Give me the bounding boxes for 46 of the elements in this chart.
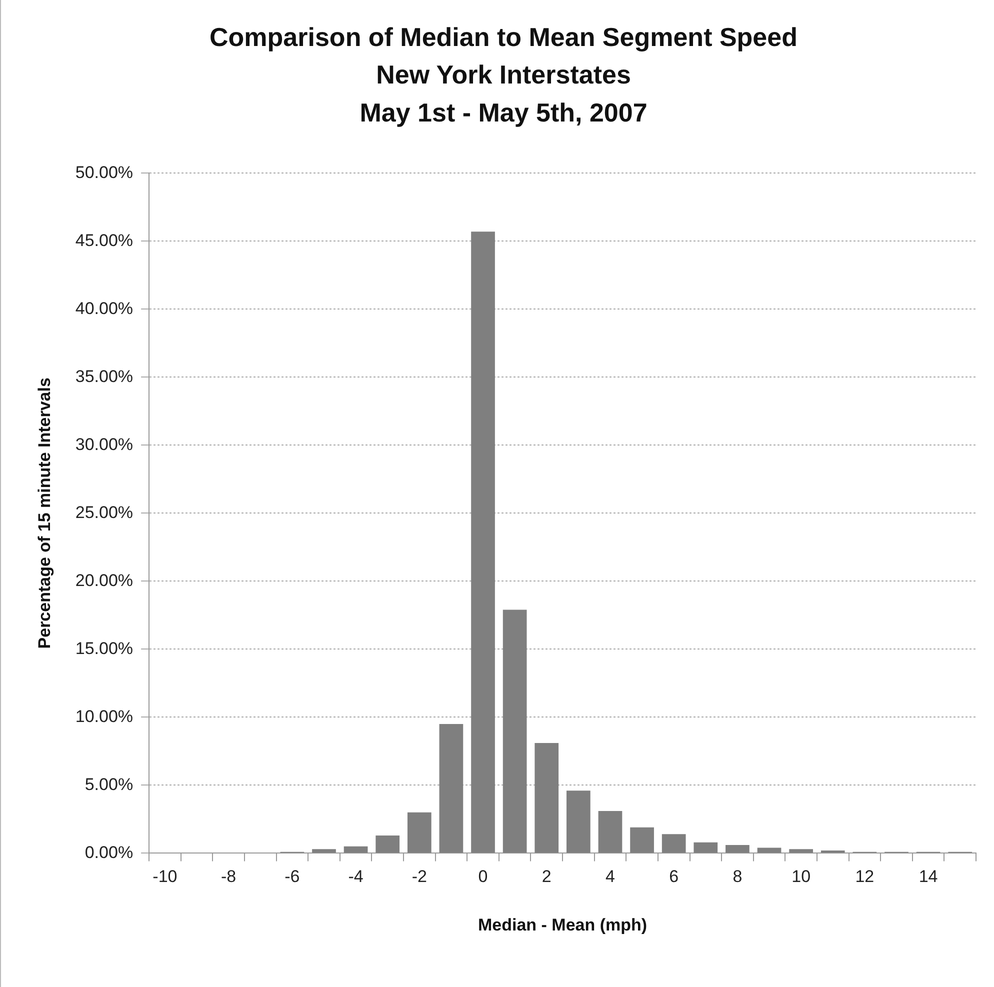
bar [630,827,654,853]
y-tick-label: 0.00% [84,842,134,862]
x-tick-label: 0 [478,867,488,886]
y-tick-label: 10.00% [75,706,134,726]
y-tick-label: 15.00% [75,638,134,658]
y-tick-label: 25.00% [75,502,134,522]
y-tick-label: 35.00% [75,366,134,386]
bar [471,232,495,853]
bar [439,724,464,853]
text: New York Interstates [376,60,631,90]
text: Comparison of Median to Mean Segment Speed [210,22,798,52]
bar [694,842,718,853]
y-tick-label: 45.00% [75,230,134,250]
y-axis-title: Percentage of 15 minute Intervals [34,378,54,649]
bar [726,845,750,853]
bar [376,836,400,853]
y-tick-label: 20.00% [75,570,134,590]
x-tick-label: -8 [221,867,236,886]
y-tick-label: 40.00% [75,298,134,318]
x-tick-label: 4 [606,867,615,886]
y-tick-label: 5.00% [84,774,134,794]
x-tick-label: 12 [855,867,874,886]
y-tick-label: 30.00% [75,434,134,454]
x-tick-label: -6 [284,867,300,886]
x-tick-label: -2 [412,867,427,886]
bar [662,834,686,853]
bar [534,743,559,853]
x-tick-label: 14 [918,867,938,886]
x-tick-label: 2 [542,867,552,886]
bar [789,849,813,853]
x-tick-label: 10 [792,867,811,886]
bar [502,610,527,853]
text: May 1st - May 5th, 2007 [360,97,648,128]
x-axis-title: Median - Mean (mph) [478,915,648,934]
x-tick-label: -10 [152,867,178,886]
bar [757,848,782,853]
x-tick-label: 8 [732,867,742,886]
bar [407,812,432,853]
y-tick-label: 50.00% [75,162,134,182]
x-tick-label: -4 [348,867,364,886]
bar [312,849,336,853]
bar [566,790,590,853]
x-tick-label: 6 [669,867,679,886]
bar [598,811,622,853]
bar [820,850,845,853]
bar [344,846,368,853]
